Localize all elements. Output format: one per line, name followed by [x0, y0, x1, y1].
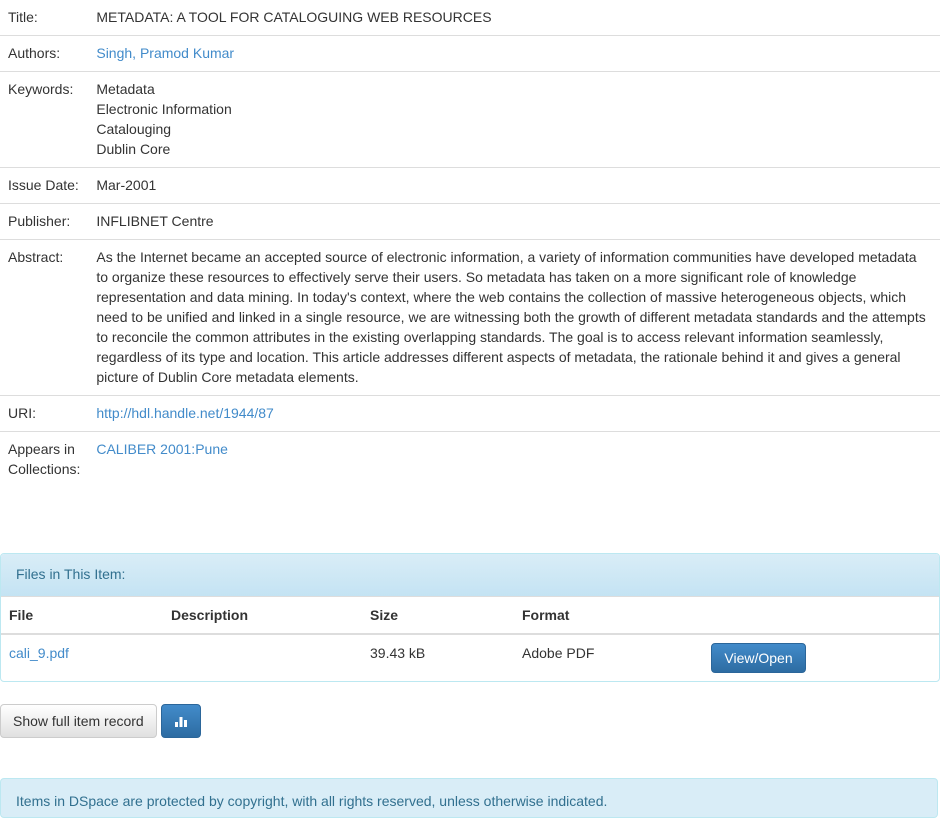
- metadata-value-text: As the Internet became an accepted sourc…: [96, 249, 926, 385]
- col-size: Size: [362, 596, 514, 635]
- metadata-value-text: Dublin Core: [96, 141, 171, 157]
- metadata-label: Title:: [8, 9, 38, 25]
- metadata-value-text: METADATA: A TOOL FOR CATALOGUING WEB RES…: [96, 9, 492, 25]
- metadata-value: Metadata Electronic Information Catalougin…: [88, 71, 940, 168]
- item-metadata-table: Title: METADATA: A TOOL FOR CATALOGUING W…: [0, 0, 940, 487]
- metadata-row: URI: http://hdl.handle.net/1944/87: [0, 395, 940, 432]
- metadata-row: Keywords: Metadata Electronic Information C…: [0, 71, 940, 168]
- file-link[interactable]: cali_9.pdf: [9, 645, 69, 661]
- metadata-value-text: INFLIBNET Centre: [96, 213, 214, 229]
- file-description: [163, 634, 362, 681]
- metadata-link[interactable]: http://hdl.handle.net/1944/87: [96, 405, 274, 421]
- metadata-value: INFLIBNET Centre: [88, 203, 940, 240]
- metadata-value: CALIBER 2001:Pune: [88, 431, 940, 487]
- metadata-label: Abstract:: [0, 239, 89, 396]
- metadata-label: Authors:: [0, 35, 89, 72]
- metadata-row: Issue Date: Mar-2001: [0, 167, 940, 204]
- metadata-value: Mar-2001: [88, 167, 940, 204]
- metadata-label: Appears in Collections:: [0, 431, 89, 487]
- view-open-button[interactable]: View/Open: [711, 643, 806, 673]
- show-full-item-record-button[interactable]: Show full item record: [0, 704, 157, 738]
- metadata-link[interactable]: CALIBER 2001:Pune: [96, 441, 228, 457]
- col-file: File: [1, 596, 163, 635]
- metadata-label: Publisher:: [0, 203, 89, 240]
- file-size: 39.43 kB: [370, 645, 426, 661]
- metadata-link[interactable]: Singh, Pramod Kumar: [96, 45, 235, 61]
- metadata-row: Publisher: INFLIBNET Centre: [0, 203, 940, 240]
- metadata-label: Issue Date:: [0, 167, 89, 204]
- col-description: Description: [163, 596, 362, 635]
- metadata-label: Keywords:: [0, 71, 89, 168]
- metadata-row: Authors: Singh, Pramod Kumar: [0, 35, 940, 72]
- files-panel-heading: Files in This Item:: [1, 554, 939, 596]
- copyright-notice: Items in DSpace are protected by copyrig…: [0, 778, 938, 818]
- col-format: Format: [514, 596, 700, 635]
- metadata-value: METADATA: A TOOL FOR CATALOGUING WEB RES…: [88, 0, 940, 36]
- metadata-value: http://hdl.handle.net/1944/87: [88, 395, 940, 432]
- metadata-row: Abstract: As the Internet became an accep…: [0, 239, 940, 396]
- file-format: Adobe PDF: [522, 645, 595, 661]
- metadata-value-text: Catalouging: [96, 121, 172, 137]
- statistics-button[interactable]: [161, 704, 201, 738]
- metadata-value: As the Internet became an accepted sourc…: [88, 239, 940, 396]
- metadata-value-text: Electronic Information: [96, 101, 232, 117]
- table-row: cali_9.pdf 39.43 kB Adobe PDF View/Open: [1, 634, 939, 681]
- files-table: File Description Size Format cali_9.pdf …: [1, 596, 939, 681]
- metadata-label: URI:: [0, 395, 89, 432]
- metadata-row: Appears in Collections: CALIBER 2001:Pune: [0, 431, 940, 487]
- metadata-value-text: Metadata: [96, 81, 155, 97]
- metadata-row: Title: METADATA: A TOOL FOR CATALOGUING W…: [0, 0, 940, 36]
- files-panel: Files in This Item: File Description Siz…: [0, 553, 940, 682]
- bar-chart-icon: [175, 717, 187, 727]
- metadata-value: Singh, Pramod Kumar: [88, 35, 940, 72]
- metadata-value-text: Mar-2001: [96, 177, 157, 193]
